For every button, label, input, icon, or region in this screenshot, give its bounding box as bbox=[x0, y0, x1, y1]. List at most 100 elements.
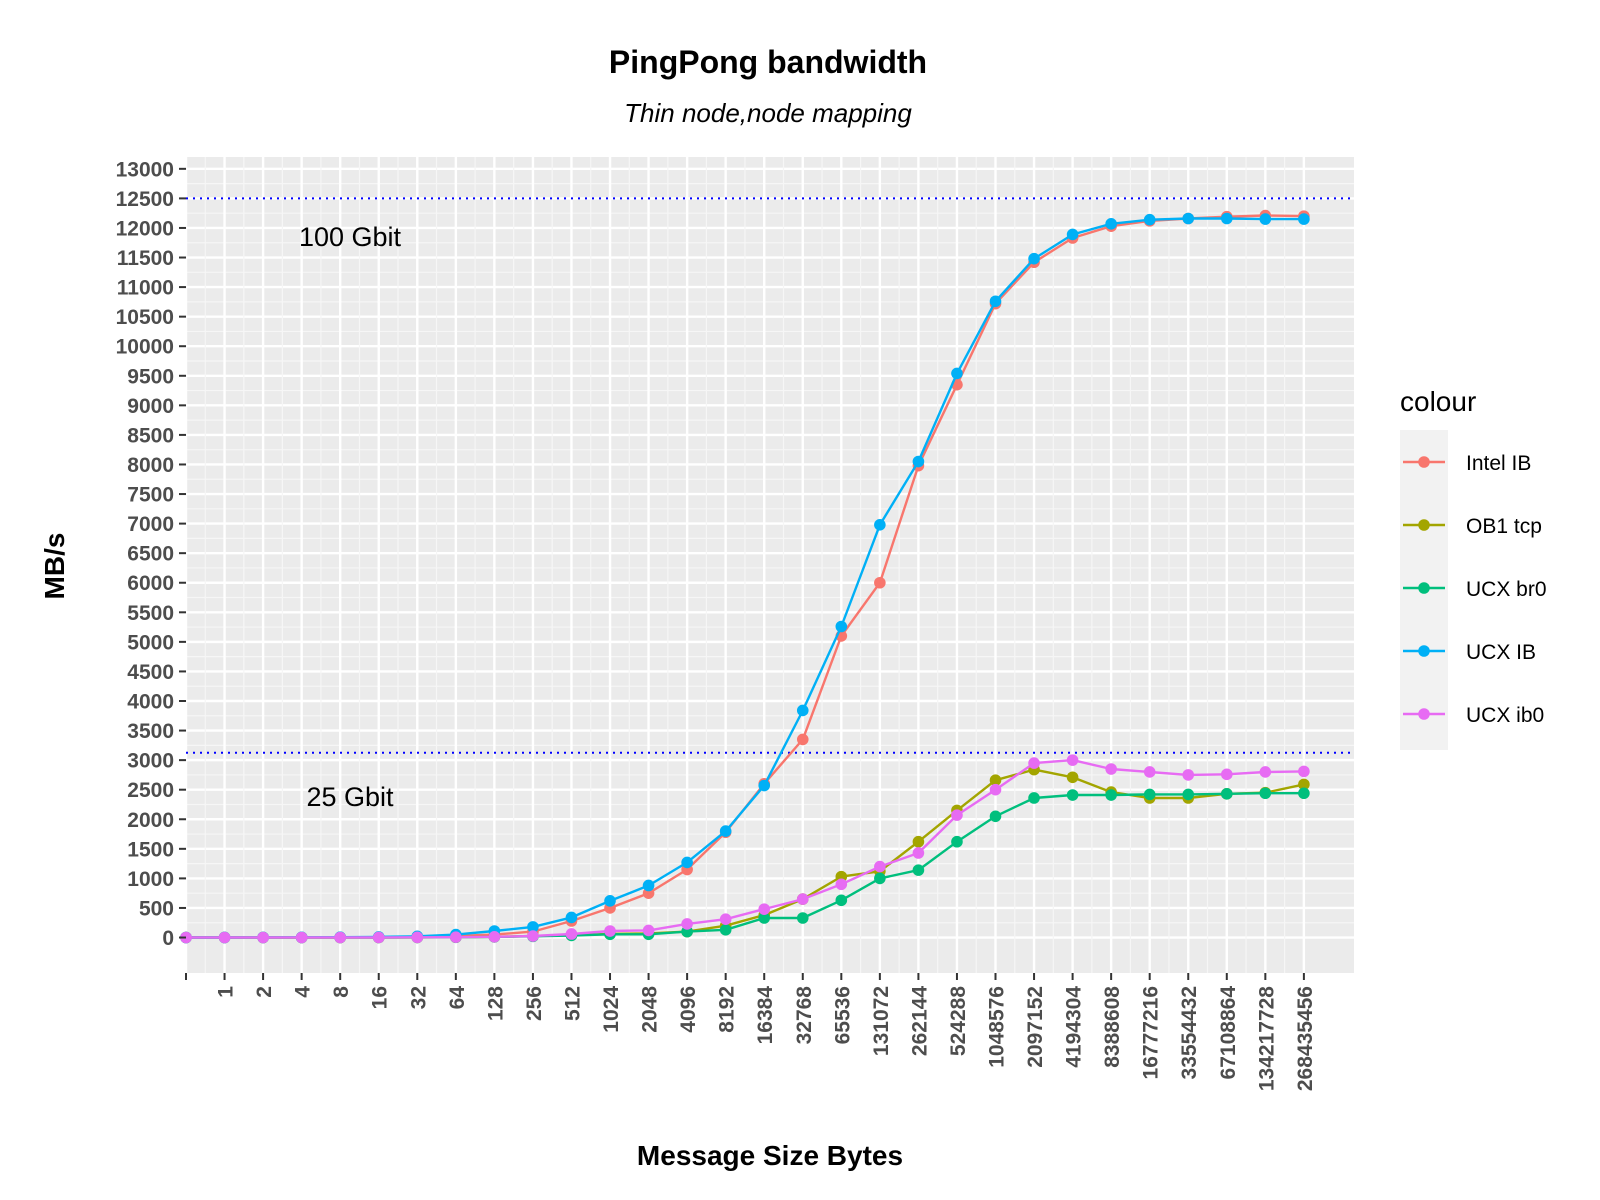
legend-label: UCX br0 bbox=[1466, 578, 1547, 601]
data-point bbox=[334, 931, 346, 944]
data-point bbox=[527, 930, 539, 942]
y-axis: 0 500 1000 1500 2000 2500 3000 3500 4000 4500 5000… bbox=[116, 158, 186, 950]
x-tick-label: 524288 bbox=[947, 986, 970, 1056]
legend-label: UCX ib0 bbox=[1466, 704, 1544, 727]
data-point bbox=[835, 878, 848, 891]
data-point bbox=[411, 931, 424, 944]
data-point bbox=[758, 903, 771, 915]
y-tick-label: 3500 bbox=[127, 720, 174, 743]
x-tick-label: 16 bbox=[369, 986, 392, 1009]
data-point bbox=[604, 925, 616, 937]
data-point bbox=[1298, 778, 1310, 791]
x-tick-label: 8388608 bbox=[1101, 986, 1124, 1068]
y-tick-label: 8000 bbox=[127, 454, 174, 477]
data-point bbox=[1182, 788, 1195, 801]
x-tick-label: 8 bbox=[330, 986, 353, 998]
chart-subtitle: Thin node,node mapping bbox=[624, 98, 912, 128]
data-point bbox=[218, 931, 231, 944]
data-point bbox=[1105, 789, 1117, 801]
data-point bbox=[565, 911, 578, 924]
data-point bbox=[719, 825, 732, 837]
x-tick-label: 33554432 bbox=[1178, 986, 1201, 1079]
plot-panel bbox=[186, 157, 1354, 973]
data-point bbox=[527, 921, 539, 933]
legend-label: Intel IB bbox=[1466, 452, 1531, 475]
data-point bbox=[681, 918, 693, 930]
data-point bbox=[1259, 787, 1272, 800]
data-point bbox=[1066, 771, 1079, 784]
y-tick-label: 12000 bbox=[116, 217, 174, 240]
y-tick-label: 1000 bbox=[127, 868, 174, 891]
grid-layer bbox=[184, 157, 1354, 973]
data-point bbox=[1259, 213, 1272, 225]
data-point bbox=[912, 847, 925, 859]
y-tick-label: 8500 bbox=[127, 424, 174, 447]
x-tick-label: 262144 bbox=[908, 986, 931, 1056]
data-point bbox=[796, 912, 809, 924]
data-point bbox=[295, 931, 308, 944]
data-point bbox=[1220, 212, 1233, 225]
y-tick-label: 6500 bbox=[127, 543, 174, 566]
x-tick-label: 1 bbox=[215, 986, 238, 998]
x-tick-label: 4096 bbox=[677, 986, 700, 1033]
data-point bbox=[1220, 768, 1233, 781]
y-tick-label: 500 bbox=[139, 897, 174, 920]
reference-line-label: 100 Gbit bbox=[299, 222, 402, 252]
y-tick-label: 5500 bbox=[127, 602, 174, 625]
data-point bbox=[1066, 754, 1079, 766]
data-point bbox=[565, 928, 578, 940]
data-point bbox=[951, 835, 963, 848]
data-point bbox=[257, 931, 269, 944]
x-tick-label: 67108864 bbox=[1217, 986, 1240, 1080]
x-tick-label: 131072 bbox=[870, 986, 893, 1056]
y-tick-label: 2500 bbox=[127, 779, 174, 802]
legend-label: OB1 tcp bbox=[1466, 515, 1542, 538]
y-tick-label: 11000 bbox=[117, 277, 174, 300]
data-point bbox=[372, 931, 385, 944]
y-tick-label: 10500 bbox=[116, 306, 174, 329]
data-point bbox=[1298, 765, 1310, 778]
y-tick-label: 2000 bbox=[127, 809, 174, 832]
data-point bbox=[681, 856, 693, 869]
data-point bbox=[1298, 213, 1310, 225]
x-tick-label: 512 bbox=[562, 986, 585, 1021]
data-point bbox=[912, 864, 925, 876]
y-tick-label: 12500 bbox=[116, 188, 174, 211]
y-tick-label: 6000 bbox=[127, 572, 174, 595]
data-point bbox=[874, 576, 886, 589]
y-tick-label: 5000 bbox=[127, 631, 174, 654]
x-axis: 1 2 4 8 16 32 64 128 256 512 1024 2048 4096 8192 16384… bbox=[185, 973, 1317, 1091]
data-point bbox=[1259, 766, 1272, 778]
x-tick-label: 16777216 bbox=[1140, 986, 1163, 1079]
legend-title: colour bbox=[1400, 386, 1476, 417]
y-tick-label: 7000 bbox=[127, 513, 174, 536]
legend-key-point bbox=[1418, 582, 1430, 594]
data-point bbox=[1105, 218, 1117, 230]
reference-lines: 100 Gbit 25 Gbit bbox=[186, 197, 1354, 812]
x-axis-title: Message Size Bytes bbox=[637, 1140, 903, 1171]
series-line bbox=[186, 758, 1304, 939]
data-point bbox=[989, 783, 1002, 796]
y-tick-label: 4500 bbox=[127, 661, 174, 684]
data-point bbox=[874, 518, 886, 531]
y-tick-label: 1500 bbox=[127, 838, 174, 861]
data-point bbox=[989, 774, 1002, 787]
data-point bbox=[912, 835, 925, 848]
data-point bbox=[758, 779, 771, 792]
x-tick-label: 128 bbox=[484, 986, 507, 1021]
y-axis-title: MB/s bbox=[39, 533, 70, 600]
data-point bbox=[642, 924, 655, 937]
data-point bbox=[989, 810, 1002, 823]
data-point bbox=[1143, 766, 1156, 778]
y-tick-label: 13000 bbox=[116, 158, 174, 181]
reference-line-label: 25 Gbit bbox=[306, 782, 394, 812]
data-point bbox=[874, 860, 886, 873]
legend-key-point bbox=[1418, 645, 1430, 657]
data-point bbox=[1182, 212, 1195, 225]
x-tick-label: 4 bbox=[292, 986, 315, 998]
x-tick-label: 4194304 bbox=[1063, 986, 1086, 1068]
data-point bbox=[796, 704, 809, 717]
data-point bbox=[835, 620, 848, 633]
y-tick-label: 3000 bbox=[127, 750, 174, 773]
